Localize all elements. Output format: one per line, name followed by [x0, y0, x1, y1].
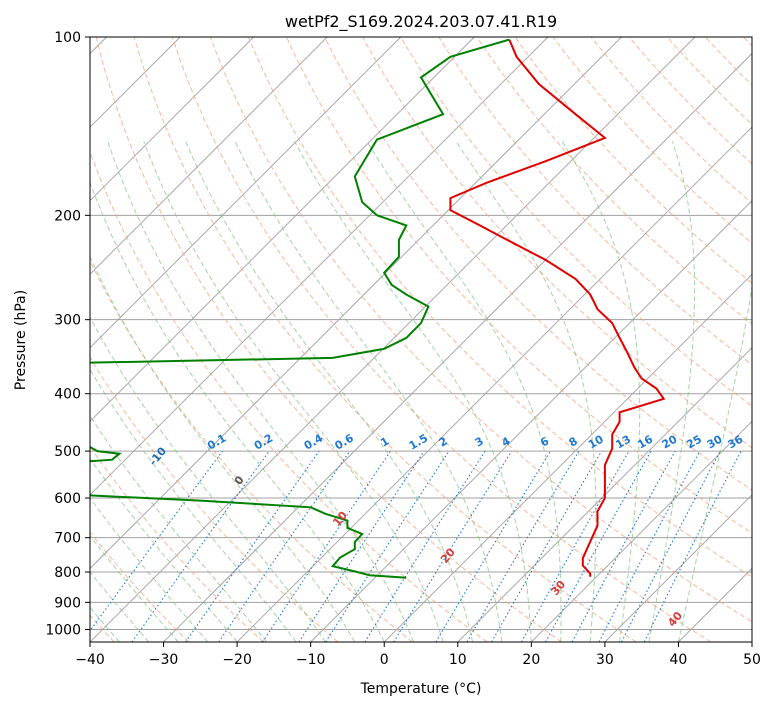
moist-adiabat-line [143, 141, 444, 642]
moist-adiabat-line [90, 316, 326, 642]
y-tick-label: 400 [54, 387, 81, 403]
plot-frame [89, 36, 753, 643]
dry-adiabat-line [438, 37, 752, 366]
moist-adiabat-line [234, 141, 503, 642]
isotherm-line [90, 37, 696, 642]
isotherm-line [90, 37, 475, 422]
temperature-profile [449, 39, 666, 577]
moist-adiabat-line [90, 497, 209, 642]
y-tick-label: 700 [54, 531, 81, 547]
isotherm-line [90, 37, 254, 202]
dry-adiabat-line [90, 531, 190, 642]
moist-adiabat-line [90, 457, 238, 642]
x-axis-label: Temperature (°C) [360, 681, 482, 697]
moist-adiabat-line [90, 368, 297, 642]
dry-adiabat-line [90, 150, 488, 642]
moist-adiabat-line [294, 141, 532, 642]
moist-adiabat-line [185, 141, 473, 642]
dry-adiabat-line [133, 37, 637, 642]
mixing-ratio-line [298, 450, 425, 642]
mixing-ratio-lines [90, 450, 742, 642]
isotherm-line [383, 273, 752, 642]
isotherm-line [163, 52, 752, 642]
x-tick-label: 20 [522, 652, 540, 668]
mixing-ratio-line [325, 450, 450, 642]
moist-adiabat-line [455, 141, 597, 642]
dry-adiabat-line [90, 445, 264, 642]
moist-adiabat-line [561, 141, 641, 642]
dewpoint-profile [90, 38, 510, 579]
y-tick-label: 200 [54, 208, 81, 224]
dry-adiabat-line [247, 37, 752, 578]
plot-area: -100-90-80-70-60-50-40-30-20-10010203040… [90, 37, 752, 642]
y-axis: 100 200 300 400 500 600 700 800 900 1000 [45, 30, 90, 638]
x-tick-label: 40 [670, 652, 688, 668]
y-tick-label: 900 [54, 595, 81, 611]
dry-adiabat-line [95, 37, 562, 642]
x-tick-label: −20 [222, 652, 252, 668]
x-tick-label: 30 [596, 652, 614, 668]
sounding-profiles [90, 38, 666, 579]
dry-adiabat-line [324, 37, 752, 491]
mixing-ratio-line [90, 450, 223, 632]
moist-adiabat-line [90, 255, 356, 642]
y-tick-label: 600 [54, 491, 81, 507]
y-tick-label: 1000 [45, 622, 81, 638]
moist-adiabat-line [107, 141, 415, 642]
isotherm-line [90, 37, 402, 349]
y-tick-label: 300 [54, 313, 81, 329]
isotherm-line [90, 37, 622, 570]
dry-adiabat-line [209, 37, 752, 623]
moist-adiabat-line [677, 283, 752, 642]
dry-adiabat-line [400, 37, 752, 407]
x-axis: −40 −30 −20 −10 0 10 20 30 40 50 [75, 642, 761, 668]
x-tick-label: 0 [380, 652, 389, 668]
mixing-ratio-line [643, 450, 742, 642]
isotherm-line [90, 37, 549, 496]
y-axis-label: Pressure (hPa) [13, 290, 29, 390]
moist-adiabat-line [90, 534, 179, 642]
x-tick-label: 50 [743, 652, 761, 668]
isotherm-line [236, 126, 752, 642]
mixing-ratio-line [131, 450, 270, 642]
x-tick-label: 10 [449, 652, 467, 668]
x-tick-label: −30 [149, 652, 179, 668]
moist-adiabat-line [366, 141, 562, 642]
x-tick-label: −40 [75, 652, 105, 668]
dry-adiabat-line [171, 37, 712, 642]
chart-title: wetPf2_S169.2024.203.07.41.R19 [285, 12, 557, 32]
mixing-ratio-line [185, 450, 320, 642]
y-tick-label: 100 [54, 30, 81, 46]
moist-adiabat-line [90, 571, 150, 642]
mixing-ratio-line [393, 450, 513, 642]
y-tick-label: 500 [54, 444, 81, 460]
isobar-grid [90, 37, 752, 630]
x-tick-label: −10 [296, 652, 326, 668]
isotherm-line [531, 420, 752, 642]
isotherm-line [90, 37, 328, 275]
isotherm-line [604, 494, 752, 642]
mixing-ratio-line [545, 450, 652, 642]
dry-adiabat-line [90, 259, 413, 642]
moist-adiabat-line [90, 180, 385, 642]
mixing-ratio-line [571, 450, 676, 642]
y-tick-label: 800 [54, 565, 81, 581]
moist-adiabat-line [648, 141, 696, 642]
dry-adiabats [90, 37, 752, 642]
dry-adiabat-line [514, 37, 752, 284]
mixing-ratio-line [262, 450, 391, 642]
mixing-ratio-line [218, 450, 351, 642]
dry-adiabat-line [90, 356, 339, 642]
